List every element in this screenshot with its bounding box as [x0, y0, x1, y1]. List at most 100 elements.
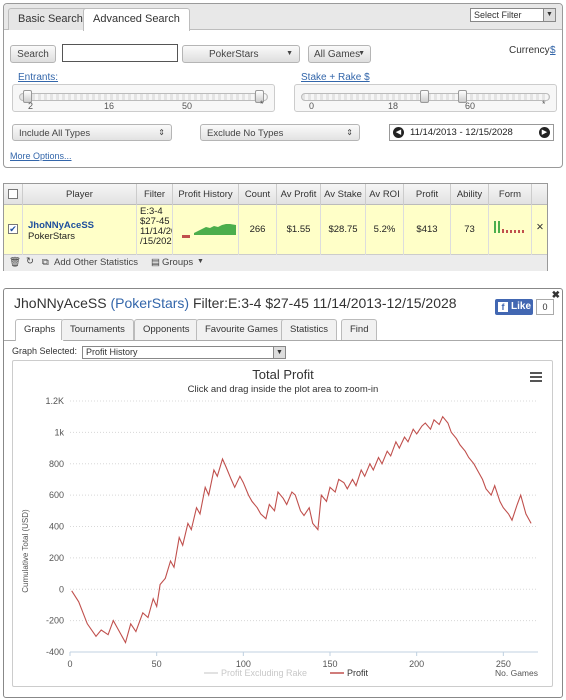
- ability-cell: 73: [451, 205, 489, 255]
- header-profit[interactable]: Profit: [404, 184, 451, 205]
- profit-history-cell[interactable]: [173, 205, 239, 255]
- next-date-icon[interactable]: ▶: [539, 127, 550, 138]
- remove-row-icon[interactable]: ✕: [536, 222, 544, 233]
- stake-tick: 60: [465, 101, 476, 111]
- graph-selected-value: Profit History: [86, 347, 138, 357]
- select-all-checkbox[interactable]: [8, 189, 18, 199]
- profit-chart-container[interactable]: Total Profit Click and drag inside the p…: [12, 360, 553, 687]
- previous-date-icon[interactable]: ◀: [393, 127, 404, 138]
- header-ability[interactable]: Ability: [451, 184, 489, 205]
- chevron-down-icon: ▼: [286, 50, 293, 57]
- stake-slider[interactable]: [294, 84, 557, 112]
- select-filter-dropdown[interactable]: Select Filter ▼: [470, 8, 556, 22]
- legend-profit-excl-rake[interactable]: Profit Excluding Rake: [221, 668, 307, 678]
- stake-tick: 0: [309, 101, 315, 111]
- header-av-roi[interactable]: Av ROI: [366, 184, 404, 205]
- chart-series: [71, 415, 532, 645]
- entrants-tick: 2: [28, 101, 34, 111]
- x-tick-label: 0: [67, 659, 72, 669]
- tab-graphs[interactable]: Graphs: [15, 319, 65, 341]
- stake-rake-link[interactable]: Stake + Rake $: [301, 72, 370, 83]
- refresh-icon[interactable]: ↻: [26, 256, 34, 267]
- sparkline-area: [193, 224, 236, 235]
- entrants-slider[interactable]: [12, 84, 275, 112]
- games-dropdown[interactable]: All Games ▼: [308, 45, 371, 63]
- entrants-slider-min-handle[interactable]: [23, 90, 32, 103]
- tab-find[interactable]: Find: [341, 319, 378, 340]
- detail-title: JhoNNyAceSS (PokerStars) Filter:E:3-4 $2…: [14, 295, 457, 311]
- search-button[interactable]: Search: [10, 45, 56, 63]
- search-input[interactable]: [62, 44, 178, 62]
- filter-line: /15/2028: [140, 236, 172, 247]
- av-stake-cell: $28.75: [321, 205, 366, 255]
- tab-tournaments[interactable]: Tournaments: [61, 319, 134, 340]
- x-tick-label: 200: [409, 659, 424, 669]
- close-icon[interactable]: ✖: [551, 290, 560, 301]
- filter-line: $27-45: [140, 216, 170, 227]
- entrants-tick: *: [260, 99, 264, 109]
- header-count[interactable]: Count: [239, 184, 277, 205]
- row-select-cell: ✔: [4, 205, 23, 255]
- updown-icon: ⇕: [346, 128, 353, 137]
- site-dropdown-label: PokerStars: [209, 49, 259, 60]
- y-tick-label: 400: [49, 522, 64, 532]
- search-panel: Basic Search Advanced Search Select Filt…: [3, 3, 563, 168]
- chevron-down-icon: ▼: [543, 9, 555, 21]
- header-filter[interactable]: Filter: [137, 184, 173, 205]
- add-other-statistics-link[interactable]: Add Other Statistics: [54, 257, 138, 268]
- games-dropdown-label: All Games: [314, 49, 361, 60]
- legend-profit[interactable]: Profit: [347, 668, 369, 678]
- more-options-link[interactable]: More Options...: [10, 151, 72, 161]
- header-player[interactable]: Player: [23, 184, 137, 205]
- table-row[interactable]: ✔ JhoNNyAceSS PokerStars E:3-4 $27-45 11…: [4, 205, 547, 255]
- detail-tabbar: Graphs Tournaments Opponents Favourite G…: [4, 319, 562, 341]
- currency-link[interactable]: $: [550, 45, 556, 56]
- trash-icon[interactable]: 🗑: [9, 257, 22, 268]
- date-range-value: 11/14/2013 - 12/15/2028: [410, 127, 513, 138]
- results-header-row: Player Filter Profit History Count Av Pr…: [4, 184, 547, 205]
- graph-selected-dropdown[interactable]: Profit History ▼: [82, 346, 286, 359]
- x-tick-label: 100: [236, 659, 251, 669]
- updown-icon: ⇕: [158, 128, 165, 137]
- entrants-slider-max-handle[interactable]: [255, 90, 264, 103]
- av-profit-cell: $1.55: [277, 205, 321, 255]
- tab-advanced-search[interactable]: Advanced Search: [83, 8, 190, 31]
- header-av-profit[interactable]: Av Profit: [277, 184, 321, 205]
- exclude-types-label: Exclude No Types: [207, 128, 284, 139]
- exclude-types-dropdown[interactable]: Exclude No Types ⇕: [200, 124, 360, 141]
- entrants-link[interactable]: Entrants:: [18, 72, 59, 83]
- count-cell: 266: [239, 205, 277, 255]
- include-types-dropdown[interactable]: Include All Types ⇕: [12, 124, 172, 141]
- player-name-link[interactable]: JhoNNyAceSS: [28, 220, 94, 231]
- y-tick-label: 800: [49, 459, 64, 469]
- tab-basic-search[interactable]: Basic Search: [8, 8, 93, 30]
- y-axis-ticks: -400 -200 0 200 400 600 800 1k 1.2K: [45, 396, 64, 657]
- y-axis-label: Cumulative Total (USD): [21, 509, 30, 593]
- row-checkbox-checked[interactable]: ✔: [8, 224, 18, 234]
- series-line-profit: [71, 415, 532, 645]
- stake-slider-max-handle[interactable]: [458, 90, 467, 103]
- results-table: Player Filter Profit History Count Av Pr…: [3, 183, 548, 271]
- stake-slider-min-handle[interactable]: [420, 90, 429, 103]
- select-filter-label: Select Filter: [474, 10, 522, 20]
- sparkline-negative-area: [181, 235, 190, 238]
- tab-favourite-games[interactable]: Favourite Games: [196, 319, 287, 340]
- header-form[interactable]: Form: [489, 184, 532, 205]
- tab-opponents[interactable]: Opponents: [134, 319, 199, 340]
- header-av-stake[interactable]: Av Stake: [321, 184, 366, 205]
- date-range-picker[interactable]: ◀ 11/14/2013 - 12/15/2028 ▶: [389, 124, 554, 141]
- groups-dropdown[interactable]: Groups: [162, 257, 194, 268]
- detail-title-player: JhoNNyAceSS: [14, 295, 107, 311]
- chart-legend: Profit Excluding Rake Profit: [204, 668, 369, 678]
- groups-icon: ▤: [151, 257, 160, 268]
- tab-statistics[interactable]: Statistics: [281, 319, 338, 340]
- entrants-tick: 16: [104, 101, 115, 111]
- header-profit-history[interactable]: Profit History: [173, 184, 239, 205]
- detail-title-site-link[interactable]: PokerStars: [115, 295, 185, 311]
- menu-icon[interactable]: [530, 372, 542, 382]
- profit-chart[interactable]: Total Profit Click and drag inside the p…: [13, 361, 552, 686]
- chart-grid: [70, 400, 538, 653]
- x-tick-label: 50: [152, 659, 162, 669]
- facebook-like-button[interactable]: f Like: [495, 299, 533, 315]
- site-dropdown[interactable]: PokerStars ▼: [182, 45, 300, 63]
